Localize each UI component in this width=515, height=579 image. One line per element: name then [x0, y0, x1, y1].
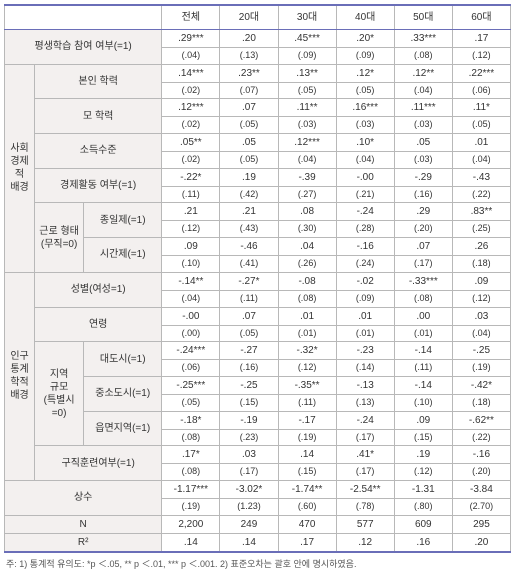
col-40s: 40대 [336, 5, 394, 30]
row-label: 시간제(=1) [84, 238, 162, 273]
sublabel-region: 지역 규모 (특별시=0) [35, 342, 84, 446]
row-label: 성별(여성=1) [35, 272, 162, 307]
row-label: 평생학습 참여 여부(=1) [5, 30, 162, 65]
col-all: 전체 [162, 5, 220, 30]
row-label: N [5, 515, 162, 533]
row-label: 상수 [5, 480, 162, 515]
row-label: 중소도시(=1) [84, 376, 162, 411]
table-footnote: 주: 1) 통계적 유의도: *p ＜.05, ** p ＜.01, *** p… [4, 553, 511, 570]
cell: .17 [452, 30, 510, 48]
cell: .33*** [394, 30, 452, 48]
row-label: 대도시(=1) [84, 342, 162, 377]
table-row: 평생학습 참여 여부(=1) .29*** .20 .45*** .20* .3… [5, 30, 511, 48]
row-label: 모 학력 [35, 99, 162, 134]
row-label: 읍면지역(=1) [84, 411, 162, 446]
header-row: 전체 20대 30대 40대 50대 60대 [5, 5, 511, 30]
group-label-socioeconomic: 사회 경제적 배경 [5, 64, 35, 272]
cell: .20 [220, 30, 278, 48]
col-20s: 20대 [220, 5, 278, 30]
cell: .29*** [162, 30, 220, 48]
cell: .20* [336, 30, 394, 48]
group-label-demographic: 인구 통계학적 배경 [5, 272, 35, 480]
row-label: R² [5, 533, 162, 552]
row-label: 소득수준 [35, 134, 162, 169]
row-label: 경제활동 여부(=1) [35, 168, 162, 203]
cell: .45*** [278, 30, 336, 48]
table-row: 사회 경제적 배경 본인 학력 .14***.23**.13**.12*.12*… [5, 64, 511, 82]
col-50s: 50대 [394, 5, 452, 30]
row-label: 종일제(=1) [84, 203, 162, 238]
row-label: 본인 학력 [35, 64, 162, 99]
regression-table: 전체 20대 30대 40대 50대 60대 평생학습 참여 여부(=1) .2… [4, 4, 511, 553]
row-label: 연령 [35, 307, 162, 342]
col-60s: 60대 [452, 5, 510, 30]
col-30s: 30대 [278, 5, 336, 30]
sublabel-workform: 근로 형태 (무직=0) [35, 203, 84, 272]
row-label: 구직훈련여부(=1) [35, 446, 162, 481]
